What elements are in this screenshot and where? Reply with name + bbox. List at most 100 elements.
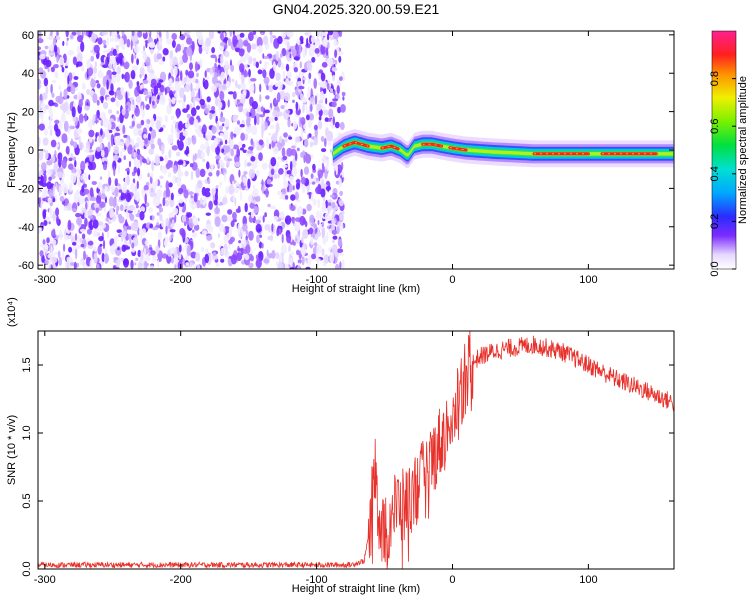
noise-speckle (66, 37, 69, 41)
noise-speckle (109, 56, 116, 64)
noise-speckle (128, 79, 133, 89)
noise-speckle (232, 91, 237, 100)
noise-speckle (101, 252, 105, 263)
noise-speckle (165, 224, 168, 235)
noise-speckle (290, 109, 293, 114)
noise-speckle (62, 40, 65, 47)
noise-speckle (97, 37, 103, 45)
noise-speckle (56, 54, 59, 64)
noise-speckle (172, 56, 178, 67)
noise-speckle (118, 189, 123, 193)
noise-speckle (122, 124, 126, 135)
noise-speckle (271, 132, 278, 143)
noise-speckle (128, 204, 135, 212)
noise-speckle (172, 164, 178, 174)
noise-speckle (235, 79, 238, 88)
noise-speckle (107, 48, 111, 53)
noise-speckle (167, 171, 172, 178)
noise-speckle (118, 37, 124, 47)
noise-speckle (77, 179, 82, 187)
noise-speckle (332, 74, 335, 82)
noise-speckle (331, 201, 336, 209)
noise-speckle (281, 48, 287, 57)
noise-speckle (123, 258, 129, 268)
noise-speckle (248, 76, 252, 85)
noise-speckle (183, 32, 188, 37)
noise-speckle (90, 196, 97, 202)
noise-speckle (276, 92, 281, 103)
noise-speckle (299, 44, 302, 54)
noise-speckle (173, 91, 175, 95)
noise-speckle (317, 220, 320, 225)
noise-speckle (210, 242, 216, 249)
noise-speckle (233, 187, 239, 194)
noise-speckle (94, 60, 98, 68)
noise-speckle (183, 94, 186, 103)
noise-speckle (125, 138, 130, 148)
noise-speckle (49, 128, 53, 137)
noise-speckle (115, 100, 120, 107)
noise-speckle (319, 210, 322, 221)
noise-speckle (113, 145, 120, 155)
noise-speckle (96, 83, 101, 89)
noise-speckle (254, 219, 262, 225)
noise-speckle (68, 157, 73, 162)
noise-speckle (81, 185, 85, 193)
noise-speckle (150, 250, 156, 256)
noise-speckle (111, 31, 116, 38)
noise-speckle (83, 250, 86, 261)
noise-speckle (232, 31, 235, 36)
noise-speckle (266, 249, 269, 257)
noise-speckle (209, 67, 213, 75)
noise-speckle (301, 255, 305, 266)
noise-speckle (39, 250, 44, 257)
noise-speckle (72, 241, 77, 246)
noise-speckle (47, 35, 54, 41)
noise-speckle (296, 199, 301, 203)
noise-speckle (205, 75, 210, 80)
noise-speckle (117, 213, 123, 219)
noise-speckle (75, 212, 81, 218)
noise-speckle (328, 108, 334, 119)
noise-speckle (125, 219, 128, 226)
noise-speckle (296, 206, 303, 216)
noise-speckle (176, 109, 180, 119)
noise-speckle (224, 243, 228, 249)
noise-speckle (275, 72, 281, 81)
noise-speckle (149, 223, 154, 229)
noise-speckle (43, 173, 47, 184)
noise-speckle (206, 96, 211, 103)
noise-speckle (232, 114, 239, 119)
noise-speckle (192, 154, 195, 164)
noise-speckle (42, 188, 49, 197)
noise-speckle (81, 233, 86, 240)
noise-speckle (72, 141, 78, 149)
noise-speckle (255, 61, 259, 68)
noise-speckle (276, 156, 283, 160)
noise-speckle (38, 38, 44, 44)
noise-speckle (281, 188, 287, 195)
noise-speckle (161, 144, 165, 155)
noise-speckle (108, 176, 112, 186)
noise-speckle (154, 155, 161, 166)
noise-speckle (308, 227, 314, 235)
noise-speckle (61, 159, 67, 169)
noise-speckle (97, 71, 104, 79)
noise-speckle (321, 61, 328, 68)
noise-speckle (299, 93, 304, 100)
noise-speckle (171, 97, 176, 105)
noise-speckle (214, 216, 221, 228)
noise-speckle (289, 160, 293, 172)
noise-speckle (178, 199, 184, 204)
noise-speckle (121, 31, 125, 37)
chart-title: GN04.2025.320.00.59.E21 (273, 1, 440, 17)
noise-speckle (77, 233, 80, 242)
noise-speckle (59, 56, 65, 66)
noise-speckle (244, 158, 248, 168)
noise-speckle (134, 185, 138, 191)
noise-speckle (279, 53, 283, 58)
noise-speckle (261, 242, 264, 249)
noise-speckle (186, 104, 190, 111)
noise-speckle (247, 196, 253, 203)
noise-speckle (251, 200, 257, 204)
